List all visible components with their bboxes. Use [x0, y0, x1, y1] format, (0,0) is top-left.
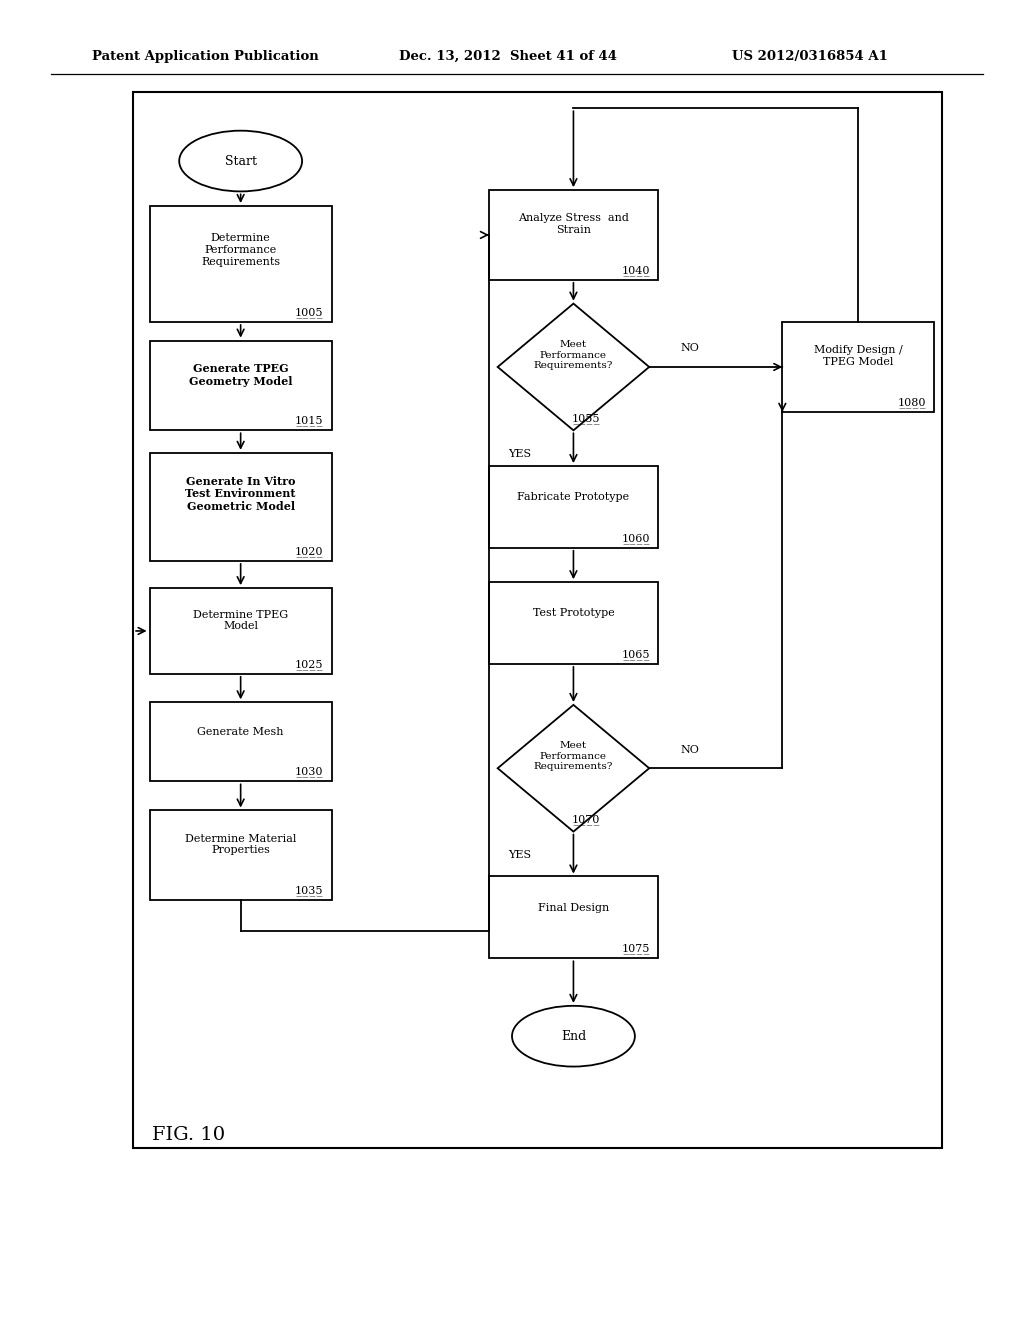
- Bar: [489, 582, 658, 664]
- Text: FIG. 10: FIG. 10: [152, 1126, 224, 1144]
- Ellipse shape: [512, 1006, 635, 1067]
- Bar: [150, 206, 332, 322]
- Text: NO: NO: [681, 744, 699, 755]
- Text: Start: Start: [224, 154, 257, 168]
- Ellipse shape: [179, 131, 302, 191]
- Text: Analyze Stress  and
Strain: Analyze Stress and Strain: [518, 214, 629, 235]
- Text: Meet
Performance
Requirements?: Meet Performance Requirements?: [534, 341, 613, 370]
- Text: Dec. 13, 2012  Sheet 41 of 44: Dec. 13, 2012 Sheet 41 of 44: [399, 50, 617, 63]
- Text: YES: YES: [509, 449, 531, 459]
- Text: Determine
Performance
Requirements: Determine Performance Requirements: [201, 234, 281, 267]
- Text: Determine TPEG
Model: Determine TPEG Model: [194, 610, 288, 631]
- Bar: [150, 453, 332, 561]
- Text: Patent Application Publication: Patent Application Publication: [92, 50, 318, 63]
- Text: 1̲0̲2̲5̲: 1̲0̲2̲5̲: [295, 659, 324, 671]
- Text: 1̲0̲6̲0̲: 1̲0̲6̲0̲: [622, 533, 650, 544]
- Bar: [150, 810, 332, 900]
- Text: 1̲0̲1̲5̲: 1̲0̲1̲5̲: [295, 416, 324, 426]
- Polygon shape: [498, 304, 649, 430]
- Text: Determine Material
Properties: Determine Material Properties: [185, 834, 296, 855]
- Bar: [133, 92, 942, 1148]
- Text: Test Prototype: Test Prototype: [532, 609, 614, 618]
- Bar: [489, 466, 658, 548]
- Bar: [150, 341, 332, 430]
- Bar: [489, 190, 658, 280]
- Text: 1̲0̲2̲0̲: 1̲0̲2̲0̲: [295, 546, 324, 557]
- Text: 1̲0̲6̲5̲: 1̲0̲6̲5̲: [622, 649, 650, 660]
- Text: Generate In Vitro
Test Environment
Geometric Model: Generate In Vitro Test Environment Geome…: [185, 475, 296, 512]
- Text: 1̲0̲5̲5̲: 1̲0̲5̲5̲: [571, 413, 600, 424]
- Text: Modify Design /
TPEG Model: Modify Design / TPEG Model: [814, 346, 902, 367]
- Text: Generate TPEG
Geometry Model: Generate TPEG Geometry Model: [188, 363, 293, 387]
- Text: YES: YES: [509, 850, 531, 861]
- Text: NO: NO: [681, 343, 699, 354]
- Text: 1̲0̲0̲5̲: 1̲0̲0̲5̲: [295, 308, 324, 318]
- Text: 1̲0̲7̲0̲: 1̲0̲7̲0̲: [571, 814, 600, 825]
- Text: Generate Mesh: Generate Mesh: [198, 727, 284, 738]
- Text: 1̲0̲3̲0̲: 1̲0̲3̲0̲: [295, 767, 324, 777]
- Bar: [150, 589, 332, 673]
- Bar: [782, 322, 934, 412]
- Text: Fabricate Prototype: Fabricate Prototype: [517, 492, 630, 502]
- Text: 1̲0̲4̲0̲: 1̲0̲4̲0̲: [622, 265, 650, 276]
- Text: End: End: [561, 1030, 586, 1043]
- Text: 1̲0̲8̲0̲: 1̲0̲8̲0̲: [897, 397, 926, 408]
- Bar: [150, 702, 332, 781]
- Text: Final Design: Final Design: [538, 903, 609, 912]
- Text: US 2012/0316854 A1: US 2012/0316854 A1: [732, 50, 888, 63]
- Bar: [489, 876, 658, 958]
- Text: 1̲0̲3̲5̲: 1̲0̲3̲5̲: [295, 886, 324, 896]
- Text: 1̲0̲7̲5̲: 1̲0̲7̲5̲: [622, 944, 650, 954]
- Polygon shape: [498, 705, 649, 832]
- Text: Meet
Performance
Requirements?: Meet Performance Requirements?: [534, 742, 613, 771]
